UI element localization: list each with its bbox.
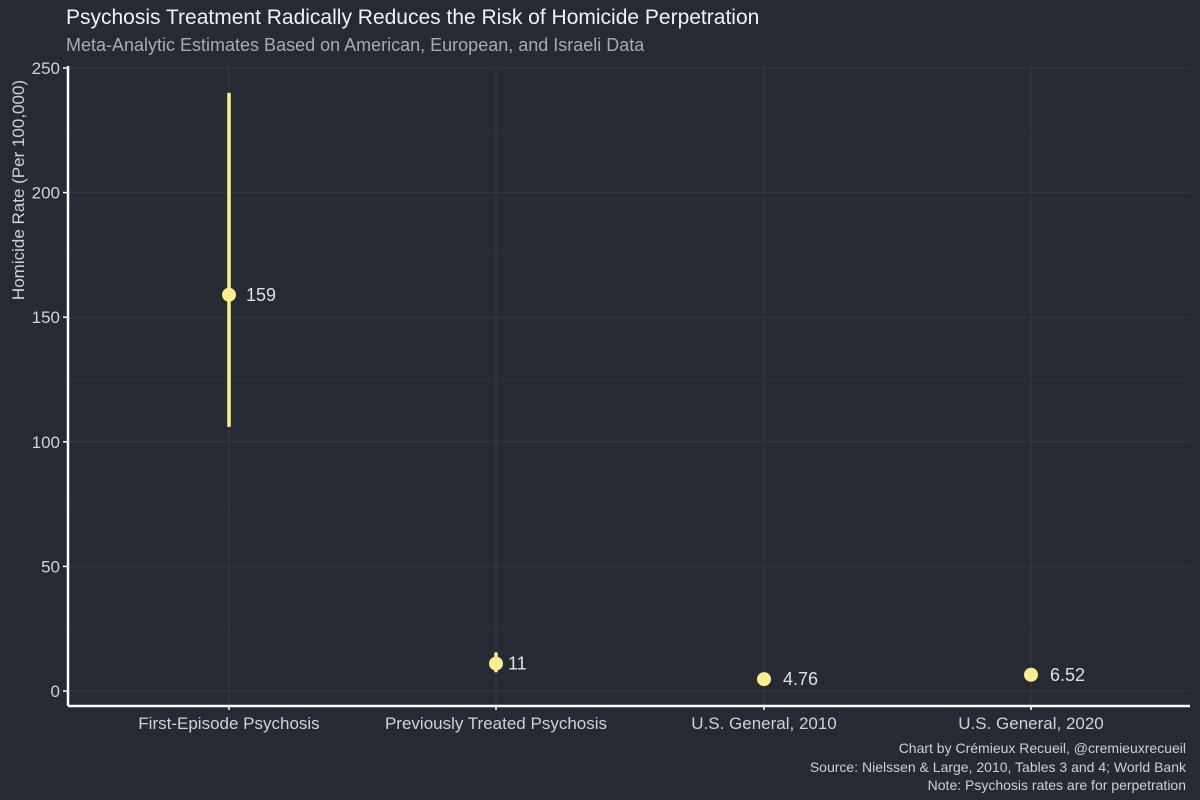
axes	[63, 66, 1190, 710]
x-tick-label: U.S. General, 2020	[958, 714, 1104, 733]
x-tick-label: U.S. General, 2010	[691, 714, 837, 733]
data-label: 159	[246, 285, 276, 305]
y-axis-title: Homicide Rate (Per 100,000)	[9, 80, 28, 300]
y-tick-label: 200	[32, 184, 60, 203]
gridlines	[68, 66, 1190, 706]
x-tick-label: Previously Treated Psychosis	[385, 714, 607, 733]
y-tick-label: 0	[51, 682, 60, 701]
data-point	[1024, 667, 1038, 682]
y-tick-label: 150	[32, 308, 60, 327]
y-tick-label: 100	[32, 433, 60, 452]
caption-source: Source: Nielssen & Large, 2010, Tables 3…	[809, 758, 1186, 775]
y-tick-label: 50	[41, 557, 60, 576]
chart-caption: Chart by Crémieux Recueil, @cremieuxrecu…	[810, 739, 1186, 795]
data-marks: 159 11 4.76 6.52	[222, 92, 1085, 689]
caption-credit: Chart by Crémieux Recueil, @cremieuxrecu…	[898, 740, 1186, 756]
tick-labels: 0 50 100 150 200 250 First-Episode Psychosis Pr…	[32, 59, 1104, 733]
chart-subtitle: Meta-Analytic Estimates Based on America…	[66, 35, 645, 55]
caption-note: Note: Psychosis rates are for perpetrati…	[927, 777, 1186, 793]
x-tick-label: First-Episode Psychosis	[138, 714, 319, 733]
data-point	[489, 656, 503, 671]
data-point	[757, 672, 771, 687]
data-label: 6.52	[1050, 665, 1085, 685]
chart-title: Psychosis Treatment Radically Reduces th…	[66, 6, 760, 29]
data-label: 11	[508, 654, 527, 674]
y-tick-label: 250	[32, 59, 60, 78]
data-label: 4.76	[783, 669, 818, 689]
data-point	[222, 287, 236, 302]
